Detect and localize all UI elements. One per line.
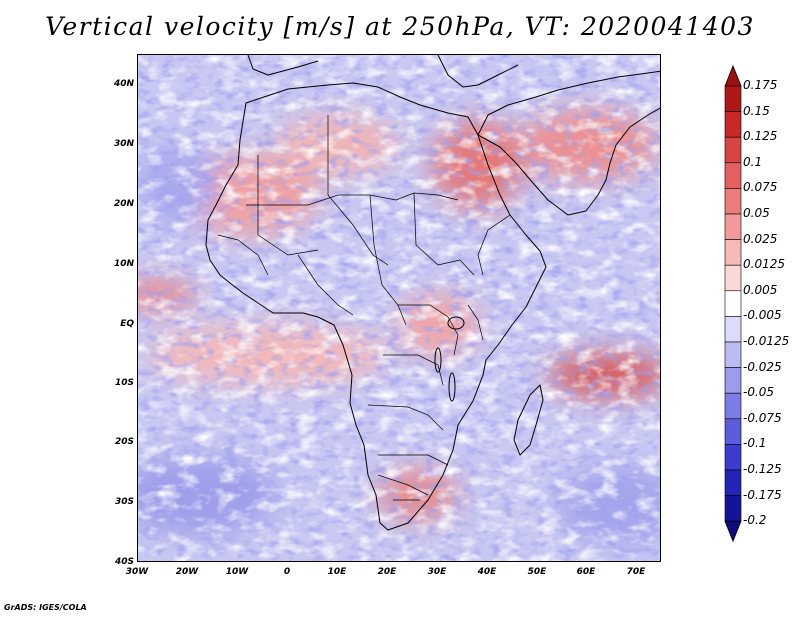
colorbar-swatch xyxy=(724,239,742,266)
colorbar-swatch xyxy=(724,341,742,368)
lon-tick-label: 10E xyxy=(327,567,347,577)
colorbar-tick-label: -0.1 xyxy=(743,436,767,451)
colorbar-swatch xyxy=(724,495,742,522)
lon-tick-label: 50E xyxy=(527,567,547,577)
colorbar-tick-label: -0.0125 xyxy=(743,334,790,348)
lon-tick-label: 30W xyxy=(125,567,149,577)
lon-tick-label: 40E xyxy=(477,567,497,577)
colorbar-swatch xyxy=(724,290,742,317)
lon-tick-label: 60E xyxy=(576,567,596,577)
colorbar-tick-label: 0.0125 xyxy=(743,257,785,272)
colorbar-tick-label: 0.175 xyxy=(743,78,778,92)
colorbar-swatch xyxy=(724,111,742,138)
colorbar-swatch xyxy=(724,418,742,445)
velocity-field-map xyxy=(138,55,660,561)
colorbar-tick-label: 0.125 xyxy=(743,129,778,144)
country-borders xyxy=(217,115,511,501)
lat-tick-label: 10S xyxy=(114,378,134,388)
map-title: Vertical velocity [m/s] at 250hPa, VT: 2… xyxy=(45,12,755,41)
colorbar-tick-label: -0.175 xyxy=(743,487,782,502)
lat-tick-label: 10N xyxy=(113,259,134,269)
colorbar-tick-label: 0.025 xyxy=(743,231,778,246)
lon-tick-label: 20E xyxy=(377,567,397,577)
colorbar-swatch xyxy=(724,136,742,164)
colorbar-swatch xyxy=(724,85,742,112)
map-panel xyxy=(137,54,661,562)
lon-tick-label: 30E xyxy=(427,567,447,577)
lon-tick-label: 70E xyxy=(626,567,646,577)
colorbar-swatch xyxy=(724,367,742,394)
colorbar-tick-label: 0.05 xyxy=(743,206,770,220)
lat-tick-label: 30S xyxy=(114,497,134,507)
colorbar-swatch xyxy=(724,264,742,292)
colorbar-tick-label: 0.005 xyxy=(743,282,778,297)
colorbar-tick-label: -0.05 xyxy=(743,385,775,400)
lat-tick-label: 40S xyxy=(114,557,134,567)
colorbar-swatch xyxy=(724,469,742,496)
colorbar-swatch xyxy=(724,316,742,343)
lat-tick-label: 20N xyxy=(113,199,134,209)
lon-tick-label: 20W xyxy=(175,567,199,577)
lon-tick-label: 0 xyxy=(283,567,291,577)
colorbar-tick-label: -0.005 xyxy=(743,308,782,323)
colorbar-tick-label: -0.025 xyxy=(743,359,782,374)
colorbar-tick-label: -0.2 xyxy=(743,513,767,528)
lat-tick-label: 30N xyxy=(113,139,134,149)
lat-tick-label: 20S xyxy=(114,437,134,447)
lon-tick-label: 10W xyxy=(225,567,249,577)
colorbar-swatch xyxy=(724,188,742,215)
colorbar-swatch xyxy=(724,392,742,420)
colorbar-tick-label: 0.1 xyxy=(743,154,763,169)
colorbar-bottom-arrow xyxy=(724,520,742,543)
colorbar-tick-label: -0.075 xyxy=(743,410,782,425)
colorbar-swatch xyxy=(724,162,742,189)
colorbar-swatch xyxy=(724,213,742,240)
colorbar-tick-label: -0.125 xyxy=(743,462,782,476)
lakes xyxy=(434,316,465,402)
colorbar-tick-label: 0.15 xyxy=(743,103,770,118)
colorbar-top-arrow xyxy=(724,64,742,87)
madagascar-coast xyxy=(513,384,544,456)
credit-text: GrADS: IGES/COLA xyxy=(4,603,87,612)
colorbar-tick-label: 0.075 xyxy=(743,180,778,195)
coastline-africa xyxy=(205,55,660,531)
colorbar-swatch xyxy=(724,444,742,471)
colorbar xyxy=(724,64,742,543)
lat-tick-label: EQ xyxy=(120,319,134,329)
lat-tick-label: 40N xyxy=(113,79,134,89)
